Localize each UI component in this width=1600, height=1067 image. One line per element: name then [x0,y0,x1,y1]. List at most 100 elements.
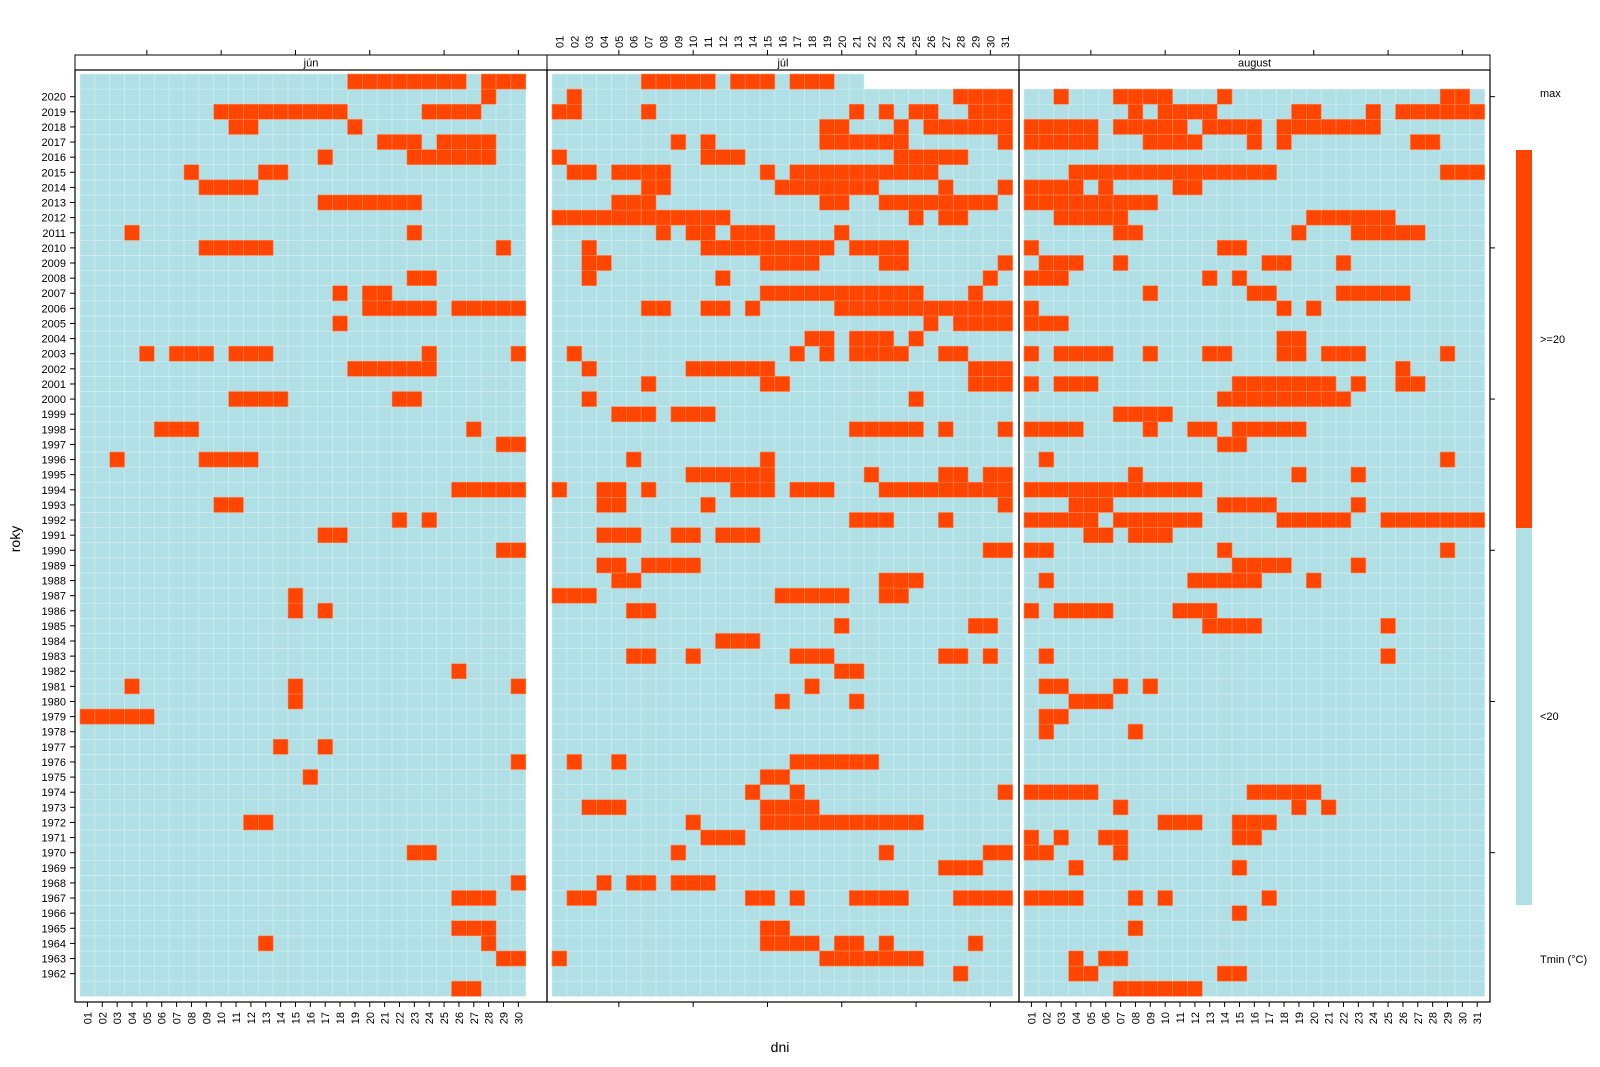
cell-august-1975-31 [1469,769,1485,785]
cell-august-1963-25 [1380,950,1396,967]
cell-júl-1977-12 [715,738,731,755]
cell-jún-1986-19 [347,602,363,619]
cell-jún-1975-19 [347,769,363,785]
cell-jún-1971-11 [228,829,244,846]
cell-jún-1961-24 [421,980,437,997]
cell-jún-2013-30 [510,194,527,211]
cell-jún-1983-30 [510,648,527,664]
cell-jún-1977-18 [332,738,348,755]
hot-cell-jún-1996-3 [109,451,125,468]
cell-august-1971-2 [1038,829,1055,846]
cell-august-1976-16 [1246,754,1263,770]
cell-jún-1962-17 [317,965,333,982]
cell-júl-1983-26 [923,648,939,664]
cell-júl-1998-11 [700,421,716,438]
cell-jún-2007-3 [109,285,125,302]
cell-júl-1965-29 [967,920,984,937]
cell-júl-2000-28 [952,391,969,407]
cell-jún-1965-18 [332,920,348,937]
cell-jún-1990-23 [406,542,423,559]
cell-august-1977-14 [1216,738,1233,755]
cell-jún-1969-29 [495,859,512,876]
cell-jún-2006-2 [94,300,111,317]
cell-jún-1986-28 [480,602,497,619]
cell-júl-2020-10 [685,88,701,105]
hot-cell-júl-2002-12 [715,360,731,377]
cell-júl-2000-18 [804,391,820,407]
cell-júl-2018-17 [789,119,805,135]
hot-cell-júl-2016-28 [952,149,969,166]
cell-júl-1984-29 [967,633,984,649]
cell-júl-1986-26 [923,602,939,619]
cell-august-1962-16 [1246,965,1263,982]
cell-júl-2008-4 [596,270,612,286]
hot-cell-júl-1976-22 [863,754,880,770]
cell-júl-1961-12 [715,980,731,997]
cell-júl-1968-8 [655,875,672,891]
cell-august-1982-4 [1068,663,1084,680]
cell-jún-1976-3 [109,754,125,770]
cell-jún-1984-13 [258,633,274,649]
cell-august-1965-22 [1335,920,1352,937]
cell-jún-1998-20 [362,421,378,438]
cell-jún-2004-21 [376,330,393,347]
cell-júl-1983-11 [700,648,716,664]
cell-jún-1993-4 [124,497,140,513]
hot-cell-jún-1996-10 [213,451,229,468]
cell-august-1975-11 [1172,769,1188,785]
cell-august-1981-4 [1068,678,1084,695]
cell-jún-2007-26 [451,285,467,302]
hot-cell-júl-2001-31 [997,376,1013,392]
cell-júl-2016-8 [655,149,672,166]
cell-jún-1982-11 [228,663,244,680]
cell-jún-2010-8 [183,240,200,256]
hot-cell-jún-1994-27 [466,481,482,498]
hot-cell-jún-2007-18 [332,285,348,302]
cell-jún-1974-6 [154,784,170,801]
cell-jún-1972-25 [436,814,452,831]
cell-august-1978-16 [1246,723,1263,740]
cell-jún-2018-3 [109,119,125,135]
cell-jún-1990-28 [480,542,497,559]
cell-august-1979-18 [1276,708,1292,725]
cell-august-1971-11 [1172,829,1188,846]
cell-jún-1974-7 [168,784,185,801]
hot-cell-júl-2010-13 [730,240,746,256]
cell-august-1977-26 [1395,738,1411,755]
cell-jún-2020-10 [213,88,229,105]
cell-jún-2012-11 [228,209,244,226]
hot-cell-júl-2011-20 [834,224,850,241]
cell-august-1980-12 [1187,693,1203,710]
cell-jún-1978-8 [183,723,200,740]
cell-júl-1992-18 [804,512,820,528]
cell-júl-1986-30 [982,602,999,619]
cell-júl-1975-17 [789,769,805,785]
cell-august-1970-15 [1231,844,1248,861]
cell-júl-2008-21 [848,270,865,286]
cell-jún-1966-23 [406,905,423,922]
cell-jún-2017-3 [109,134,125,150]
cell-júl-1990-5 [611,542,627,559]
cell-august-1971-29 [1439,829,1456,846]
cell-jún-2009-28 [480,255,497,271]
cell-júl-1975-13 [730,769,746,785]
cell-august-1979-31 [1469,708,1485,725]
hot-cell-júl-2010-18 [804,240,820,256]
cell-júl-1971-4 [596,829,612,846]
cell-jún-2007-30 [510,285,527,302]
cell-júl-1985-14 [744,618,761,634]
cell-august-1982-22 [1335,663,1352,680]
cell-jún-1982-3 [109,663,125,680]
cell-jún-2001-6 [154,376,170,392]
cell-august-1978-9 [1142,723,1159,740]
cell-júl-1979-12 [715,708,731,725]
cell-jún-1986-26 [451,602,467,619]
cell-jún-2010-19 [347,240,363,256]
cell-jún-1975-12 [243,769,259,785]
cell-jún-1981-11 [228,678,244,695]
cell-júl-2007-1 [551,285,568,302]
hot-cell-júl-2003-22 [863,345,880,362]
hot-cell-júl-2021-9 [670,73,687,90]
hot-cell-júl-2007-17 [789,285,805,302]
cell-jún-1965-16 [302,920,319,937]
